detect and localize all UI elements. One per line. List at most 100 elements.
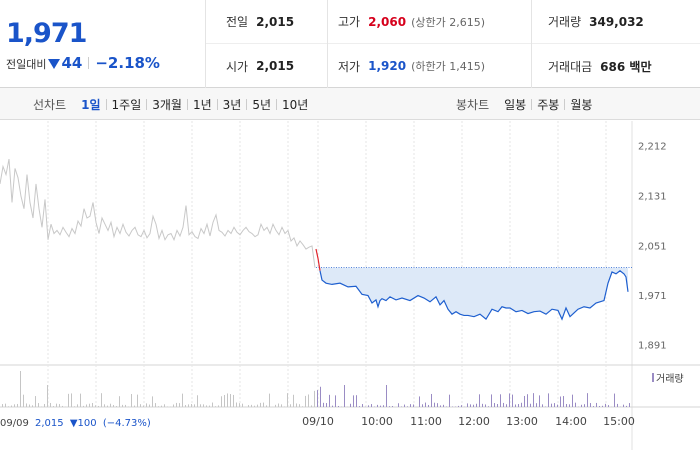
volume-bar [428,404,429,407]
volume-bar [542,404,543,407]
volume-bar [338,405,339,407]
volume-bar [305,395,306,407]
volume-bar [299,404,300,407]
volume-bar [467,403,468,407]
volume-bar [548,393,549,407]
x-tick-label: 09/10 [302,415,334,428]
candle-chart-label: 봉차트 [456,97,490,112]
x-tick-label: 15:00 [603,415,635,428]
period-tabs: 선차트 1일 1주일 3개월 1년 3년 5년 10년 봉차트 일봉 주봉 월봉 [0,88,700,120]
tab-3m[interactable]: 3개월 [152,97,182,112]
low-label: 저가 [338,59,361,74]
volume-bar [506,404,507,407]
current-price: 1,971 [6,18,87,49]
x-tick-label: 14:00 [555,415,587,428]
volume-bar [161,405,162,407]
volume-bar [404,404,405,407]
tab-1y[interactable]: 1년 [192,97,212,112]
volume-bar [389,406,390,407]
volume-bar [230,394,231,407]
volume-bar [206,405,207,407]
axis-layer: 2,212 2,131 2,051 1,971 1,891 09/10 10:00 11:00… [302,141,666,428]
volume-bar [5,403,6,407]
line-chart-label: 선차트 [33,97,67,112]
volume-bar [485,404,486,407]
volume-bar [380,405,381,407]
volume-bar [98,405,99,407]
upper-limit: (상한가 2,615) [411,15,485,29]
stats-column-3: 거래량 349,032 거래대금 686 백만 [532,0,700,88]
tab-10y[interactable]: 10년 [282,97,309,112]
volume-bar [44,404,45,407]
volume-layer [2,371,630,407]
volume-bar [332,405,333,407]
volume-label: 거래량 [548,15,582,29]
open-label: 시가 [226,59,249,74]
volume-bar [533,393,534,407]
volume-bar [476,403,477,407]
today-below-ref-fill [316,267,628,320]
volume-bar [566,403,567,407]
change-percent: −2.18% [95,54,160,72]
stat-volume: 거래량 349,032 [532,0,700,44]
volume-bar [515,404,516,407]
volume-bar [116,406,117,407]
divider [216,98,218,110]
volume-bar [500,394,501,407]
volume-bar [104,404,105,407]
volume-bar [176,402,177,407]
volume-bar [62,405,63,407]
volume-bar [494,403,495,407]
stat-open: 시가 2,015 [206,44,327,88]
tab-daily-candle[interactable]: 일봉 [504,97,527,112]
volume-bar [554,403,555,407]
stats-column-2: 고가 2,060 (상한가 2,615) 저가 1,920 (하한가 1,415… [328,0,532,88]
y-tick-label: 2,051 [638,241,667,252]
tab-1d[interactable]: 1일 [81,97,101,112]
trading-value: 686 백만 [600,59,652,74]
volume-bar [518,404,519,407]
tab-5y[interactable]: 5년 [252,97,272,112]
volume-bar [53,406,54,407]
volume-bar [362,404,363,407]
volume-bar [80,393,81,407]
volume-bar [14,404,15,407]
volume-bar [23,394,24,407]
volume-bar [146,403,147,407]
prev-day-info: 09/09 2,015 ▼100 (−4.73%) [0,418,151,429]
volume-bar [59,404,60,407]
volume-bar [293,394,294,407]
volume-bar [344,385,345,407]
volume-bar [608,405,609,407]
volume-bar [212,402,213,407]
volume-bar [26,403,27,407]
volume-bar [152,396,153,407]
volume-bar [593,406,594,407]
volume-bar [563,396,564,407]
volume-bar [314,390,315,407]
volume-bar [491,394,492,407]
volume-bar [29,404,30,407]
volume-bar [131,394,132,407]
prev-day-close: 2,015 [35,418,64,429]
volume-bar [122,404,123,407]
volume-bar [239,403,240,407]
volume-bar [623,404,624,407]
volume-bar [470,404,471,407]
divider [105,98,107,110]
volume-bar [83,405,84,407]
tab-3y[interactable]: 3년 [222,97,242,112]
series-line-today [319,269,629,321]
volume-bar [626,405,627,407]
tab-weekly-candle[interactable]: 주봉 [537,97,560,112]
down-triangle-icon [48,59,61,69]
chart-svg: 2,212 2,131 2,051 1,971 1,891 09/10 10:00 11:00… [0,121,700,450]
volume-bar [581,404,582,407]
volume-bar [356,395,357,407]
volume-bar [497,404,498,407]
volume-bar [107,405,108,407]
trading-value-label: 거래대금 [548,59,593,74]
tab-monthly-candle[interactable]: 월봉 [570,97,593,112]
low-value: 1,920 [368,59,407,73]
tab-1w[interactable]: 1주일 [111,97,142,112]
